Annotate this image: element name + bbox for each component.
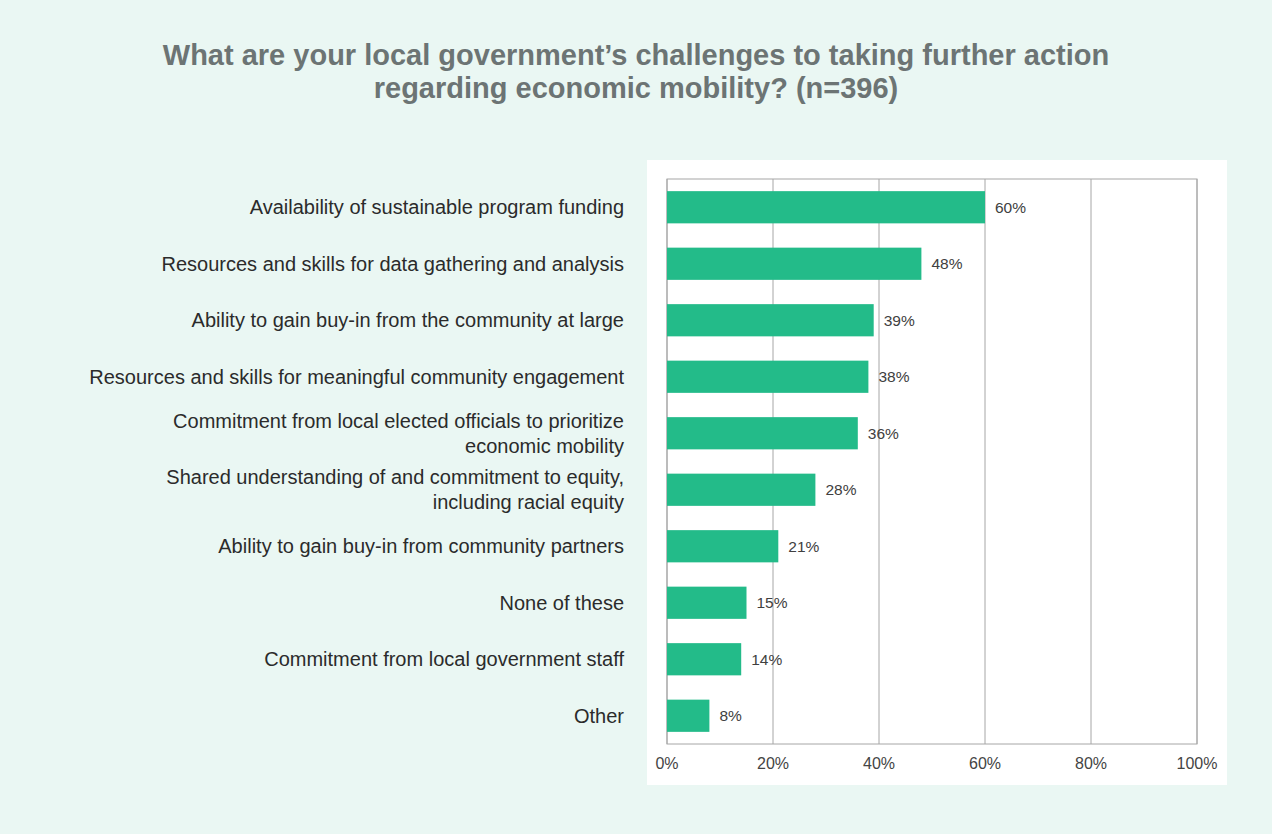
category-label-line: including racial equity [433, 491, 624, 513]
tick-label: 40% [863, 755, 895, 772]
category-label-line: Resources and skills for meaningful comm… [89, 366, 624, 388]
category-label-line: None of these [499, 592, 624, 614]
grid-line [985, 179, 986, 744]
category-label: Availability of sustainable program fund… [250, 196, 624, 218]
category-label-line: Ability to gain buy-in from community pa… [218, 535, 624, 557]
category-label-line: Other [574, 705, 624, 727]
plot-frame [667, 179, 1197, 744]
data-label: 36% [868, 425, 899, 442]
category-label-line: Commitment from local elected officials … [173, 410, 624, 432]
bar [667, 304, 874, 336]
category-label: None of these [499, 592, 624, 614]
title-line: regarding economic mobility? (n=396) [374, 72, 899, 104]
category-label-line: Availability of sustainable program fund… [250, 196, 624, 218]
data-label: 28% [825, 481, 856, 498]
data-label: 15% [757, 594, 788, 611]
category-label-line: economic mobility [465, 435, 624, 457]
category-label: Resources and skills for data gathering … [162, 253, 624, 275]
category-label-line: Ability to gain buy-in from the communit… [192, 309, 624, 331]
category-label-line: Shared understanding of and commitment t… [166, 466, 624, 488]
title-line: What are your local government’s challen… [163, 39, 1109, 71]
chart-root: What are your local government’s challen… [0, 0, 1272, 834]
category-label: Resources and skills for meaningful comm… [89, 366, 624, 388]
data-label: 38% [878, 368, 909, 385]
bar [667, 248, 921, 280]
bar [667, 417, 858, 449]
tick-label: 60% [969, 755, 1001, 772]
category-label: Commitment from local elected officials … [173, 410, 624, 457]
category-label-line: Resources and skills for data gathering … [162, 253, 624, 275]
bar [667, 530, 778, 562]
plot-panel [647, 160, 1227, 785]
category-label: Ability to gain buy-in from community pa… [218, 535, 624, 557]
category-label: Commitment from local government staff [264, 648, 624, 670]
grid-line [1091, 179, 1092, 744]
bar [667, 361, 868, 393]
bar [667, 474, 815, 506]
data-label: 8% [719, 707, 742, 724]
chart: What are your local government’s challen… [0, 0, 1272, 834]
tick-label: 20% [757, 755, 789, 772]
bar [667, 643, 741, 675]
data-label: 48% [931, 255, 962, 272]
bar [667, 191, 985, 223]
data-label: 60% [995, 199, 1026, 216]
bars [667, 191, 985, 732]
data-label: 39% [884, 312, 915, 329]
tick-label: 80% [1075, 755, 1107, 772]
category-label-line: Commitment from local government staff [264, 648, 624, 670]
bar [667, 587, 747, 619]
tick-label: 0% [655, 755, 678, 772]
tick-label: 100% [1177, 755, 1218, 772]
bar [667, 700, 709, 732]
data-label: 14% [751, 651, 782, 668]
category-label: Other [574, 705, 624, 727]
data-label: 21% [788, 538, 819, 555]
category-label: Ability to gain buy-in from the communit… [192, 309, 624, 331]
title: What are your local government’s challen… [163, 39, 1109, 104]
category-label: Shared understanding of and commitment t… [166, 466, 624, 513]
